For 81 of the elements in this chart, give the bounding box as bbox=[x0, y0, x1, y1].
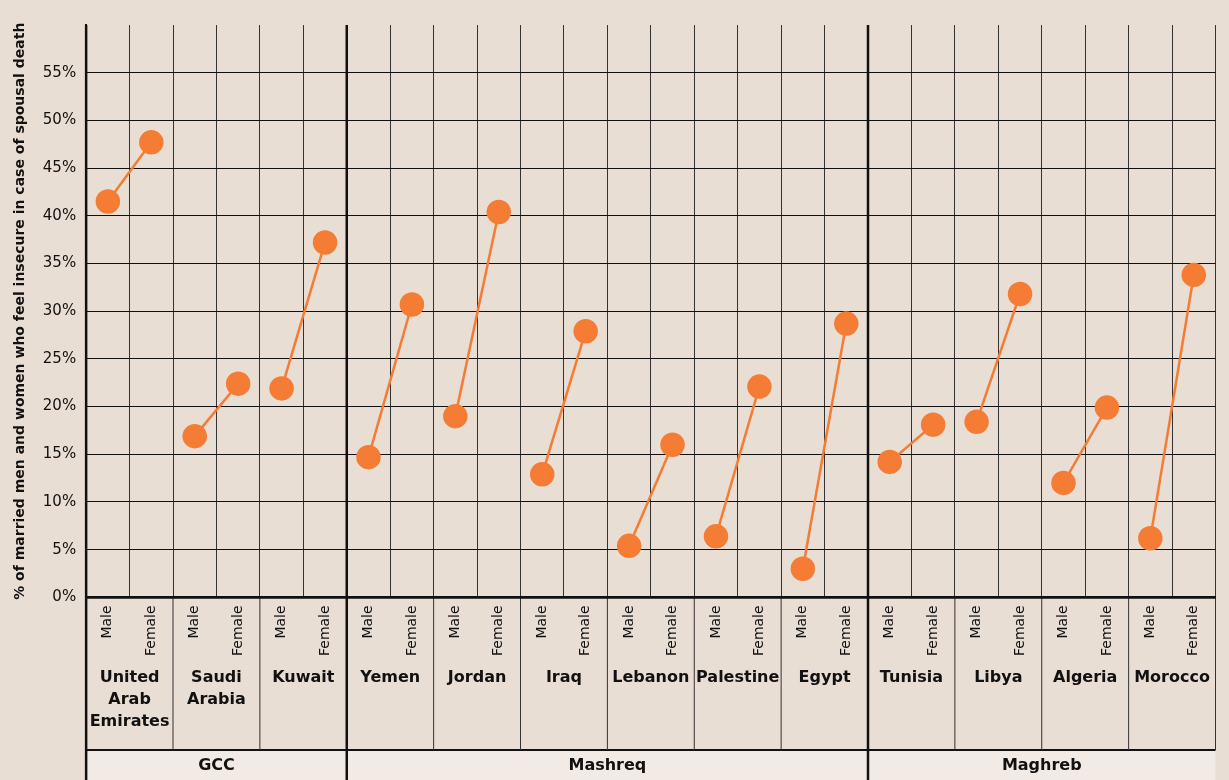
point bbox=[139, 130, 164, 155]
point bbox=[443, 403, 468, 429]
point bbox=[95, 189, 121, 214]
point bbox=[312, 230, 338, 255]
x-tick-label: Female bbox=[750, 605, 767, 656]
point bbox=[486, 199, 512, 225]
text: Mashreq bbox=[568, 755, 647, 775]
x-tick-label: Female bbox=[836, 605, 853, 656]
x-tick-label: Male bbox=[98, 605, 115, 639]
y-tick-label: 5% bbox=[52, 539, 77, 558]
x-tick-label: Female bbox=[576, 605, 593, 656]
x-tick-label: Male bbox=[706, 605, 723, 639]
x-tick-label: Male bbox=[359, 605, 376, 639]
x-tick-label: Female bbox=[402, 605, 419, 656]
x-tick-label: Male bbox=[532, 605, 549, 639]
point bbox=[1094, 395, 1120, 420]
text: Libya bbox=[974, 666, 1023, 686]
point bbox=[573, 318, 598, 344]
x-tick-label: Male bbox=[967, 605, 984, 639]
text: Morocco bbox=[1134, 666, 1210, 686]
y-axis-title: % of married men and women who feel insecure in case of spousal death bbox=[11, 22, 28, 600]
y-tick-label: 50% bbox=[42, 110, 77, 129]
x-tick-label: Female bbox=[663, 605, 680, 656]
x-tick-label: Female bbox=[1184, 605, 1201, 656]
point bbox=[964, 409, 989, 435]
point bbox=[1181, 262, 1207, 288]
text: United Arab Emirates bbox=[89, 666, 170, 730]
x-tick-label: Female bbox=[1097, 605, 1114, 656]
y-tick-label: 0% bbox=[52, 587, 77, 606]
text: Maghreb bbox=[1001, 755, 1082, 775]
x-tick-label: Male bbox=[793, 605, 810, 639]
x-tick-label: Male bbox=[1054, 605, 1071, 639]
text: GCC bbox=[198, 755, 235, 775]
text: Iraq bbox=[545, 666, 582, 686]
y-tick-label: 40% bbox=[42, 205, 77, 224]
point bbox=[747, 374, 772, 399]
y-tick-label: 15% bbox=[42, 444, 77, 463]
x-tick-label: Female bbox=[923, 605, 940, 656]
text: Yemen bbox=[359, 666, 421, 686]
y-tick-label: 45% bbox=[42, 157, 77, 176]
point bbox=[1051, 470, 1076, 496]
point bbox=[877, 449, 902, 475]
x-tick-label: Male bbox=[880, 605, 897, 639]
point bbox=[790, 556, 816, 582]
point bbox=[1007, 281, 1033, 307]
point bbox=[920, 412, 946, 437]
point bbox=[529, 462, 555, 487]
y-tick-label: 35% bbox=[42, 253, 77, 272]
point bbox=[660, 432, 685, 457]
text: Saudi Arabia bbox=[187, 666, 246, 708]
point bbox=[616, 533, 642, 559]
x-tick-label: Male bbox=[1140, 605, 1157, 639]
x-tick-label: Male bbox=[185, 605, 202, 639]
y-tick-label: 10% bbox=[42, 491, 77, 510]
y-tick-label: 30% bbox=[42, 301, 77, 320]
text: Lebanon bbox=[612, 666, 690, 686]
text: Jordan bbox=[446, 666, 507, 686]
text: Kuwait bbox=[272, 666, 335, 686]
x-tick-label: Female bbox=[489, 605, 506, 656]
text: Palestine bbox=[696, 666, 780, 686]
point bbox=[1138, 525, 1163, 551]
x-tick-label: Male bbox=[619, 605, 636, 639]
point bbox=[834, 311, 859, 336]
y-tick-label: 55% bbox=[42, 62, 77, 81]
x-tick-label: Female bbox=[141, 605, 158, 656]
x-tick-label: Male bbox=[272, 605, 289, 639]
x-tick-label: Male bbox=[445, 605, 462, 639]
x-tick-label: Female bbox=[1010, 605, 1027, 656]
point bbox=[225, 371, 251, 396]
x-tick-label: Female bbox=[228, 605, 245, 656]
point bbox=[269, 376, 294, 401]
text: Egypt bbox=[798, 666, 851, 686]
point bbox=[399, 292, 425, 317]
x-tick-label: Female bbox=[315, 605, 332, 656]
point bbox=[356, 444, 381, 470]
text: Algeria bbox=[1053, 666, 1118, 686]
y-tick-label: 25% bbox=[42, 348, 77, 367]
y-tick-label: 20% bbox=[42, 396, 77, 415]
point bbox=[703, 524, 729, 549]
text: Tunisia bbox=[879, 666, 944, 686]
point bbox=[182, 423, 207, 449]
